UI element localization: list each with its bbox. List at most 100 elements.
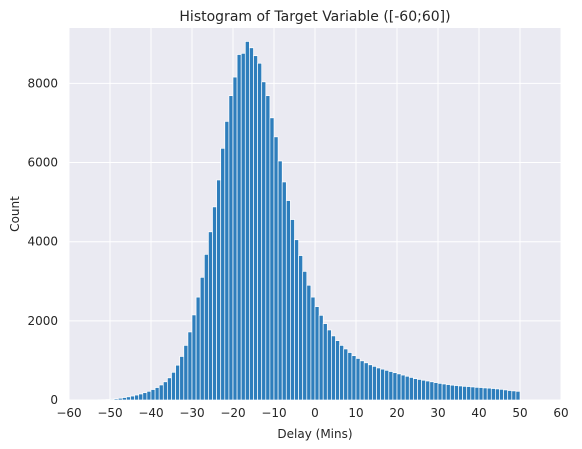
histogram-bar [138, 393, 144, 401]
histogram-bar [359, 360, 365, 401]
histogram-bar [117, 397, 123, 401]
histogram-bar [195, 296, 201, 401]
histogram-bar [244, 41, 250, 401]
histogram-bar [322, 323, 328, 401]
x-tick-label: 20 [389, 406, 404, 420]
histogram-bar [367, 364, 373, 401]
histogram-bars [93, 41, 521, 401]
histogram-bar [454, 385, 459, 401]
histogram-bar [470, 386, 476, 401]
y-tick-label: 6000 [27, 156, 58, 170]
histogram-bar [400, 374, 406, 401]
histogram-bar [306, 284, 312, 401]
histogram-bar [257, 62, 263, 401]
histogram-bar [515, 390, 521, 401]
histogram-bar [404, 375, 410, 401]
histogram-bar [212, 206, 217, 401]
histogram-bar [396, 373, 402, 401]
histogram-bar [417, 379, 422, 401]
histogram-bar [162, 381, 168, 401]
histogram-bar [126, 396, 131, 401]
y-tick-label: 2000 [27, 314, 58, 328]
histogram-bar [154, 387, 160, 401]
histogram-bar [232, 76, 238, 401]
histogram-bar [507, 390, 513, 401]
histogram-bar [314, 306, 320, 401]
histogram-bar [474, 386, 480, 401]
histogram-bar [413, 378, 418, 401]
histogram-bar [490, 388, 496, 401]
histogram-bar [261, 81, 267, 401]
histogram-bar [458, 385, 463, 401]
y-tick-labels: 0 2000 4000 6000 8000 [27, 76, 58, 407]
y-axis-label: Count [8, 196, 22, 232]
histogram-bar [499, 388, 504, 401]
x-axis-label: Delay (Mins) [277, 427, 352, 441]
histogram-bar [482, 387, 488, 401]
histogram-bar [208, 231, 213, 401]
histogram-bar [392, 372, 398, 401]
histogram-bar [290, 219, 295, 401]
histogram-bar [121, 397, 127, 401]
histogram-bar [351, 355, 357, 401]
histogram-bar [466, 386, 472, 401]
histogram-bar [240, 52, 246, 401]
x-tick-labels: −60 −50 −40 −30 −20 −10 0 10 20 30 40 50 60 [56, 406, 568, 420]
histogram-bar [187, 331, 193, 401]
histogram-bar [216, 179, 222, 401]
y-tick-label: 8000 [27, 76, 58, 90]
histogram-bar [433, 382, 439, 401]
histogram-bar [167, 377, 172, 401]
histogram-bar [199, 276, 205, 401]
chart-title: Histogram of Target Variable ([-60;60]) [179, 9, 450, 25]
x-tick-label: 60 [553, 406, 568, 420]
histogram-bar [339, 345, 345, 401]
histogram-bar [388, 371, 394, 401]
histogram-bar [179, 356, 185, 401]
histogram-bar [318, 314, 324, 401]
x-tick-label: −60 [56, 406, 81, 420]
histogram-bar [376, 367, 381, 401]
histogram-bar [146, 390, 152, 401]
x-tick-label: −50 [97, 406, 122, 420]
histogram-bar [142, 392, 148, 401]
x-tick-label: 0 [311, 406, 319, 420]
histogram-bar [380, 368, 386, 401]
histogram-bar [273, 136, 279, 401]
histogram-bar [347, 352, 353, 401]
histogram-bar [486, 387, 492, 401]
histogram-bar [236, 54, 242, 401]
y-tick-label: 0 [50, 393, 58, 407]
histogram-bar [495, 388, 500, 401]
x-tick-label: 30 [430, 406, 445, 420]
histogram-bar [113, 398, 119, 401]
histogram-bar [355, 358, 361, 401]
histogram-bar [384, 369, 390, 401]
x-tick-label: −30 [179, 406, 204, 420]
histogram-bar [503, 389, 509, 401]
x-tick-label: 10 [348, 406, 363, 420]
histogram-bar [343, 348, 349, 401]
histogram-bar [281, 181, 287, 401]
histogram-bar [253, 55, 258, 401]
histogram-bar [150, 389, 156, 401]
histogram-bar [363, 362, 369, 401]
histogram-bar [277, 160, 283, 401]
histogram-bar [249, 47, 254, 401]
histogram-bar [326, 329, 332, 401]
histogram-bar [462, 385, 468, 401]
histogram-bar [335, 340, 340, 401]
histogram-bar [302, 271, 308, 401]
histogram-bar [441, 383, 447, 401]
histogram-bar [158, 384, 164, 401]
histogram-bar [511, 390, 517, 401]
histogram-bar [228, 95, 234, 401]
x-tick-label: −40 [138, 406, 163, 420]
y-tick-label: 4000 [27, 235, 58, 249]
histogram-bar [445, 384, 451, 401]
histogram-bar [224, 121, 230, 401]
histogram-bar [220, 147, 226, 401]
histogram-bar [372, 366, 377, 401]
histogram-bar [294, 239, 299, 401]
histogram-bar [134, 394, 140, 401]
